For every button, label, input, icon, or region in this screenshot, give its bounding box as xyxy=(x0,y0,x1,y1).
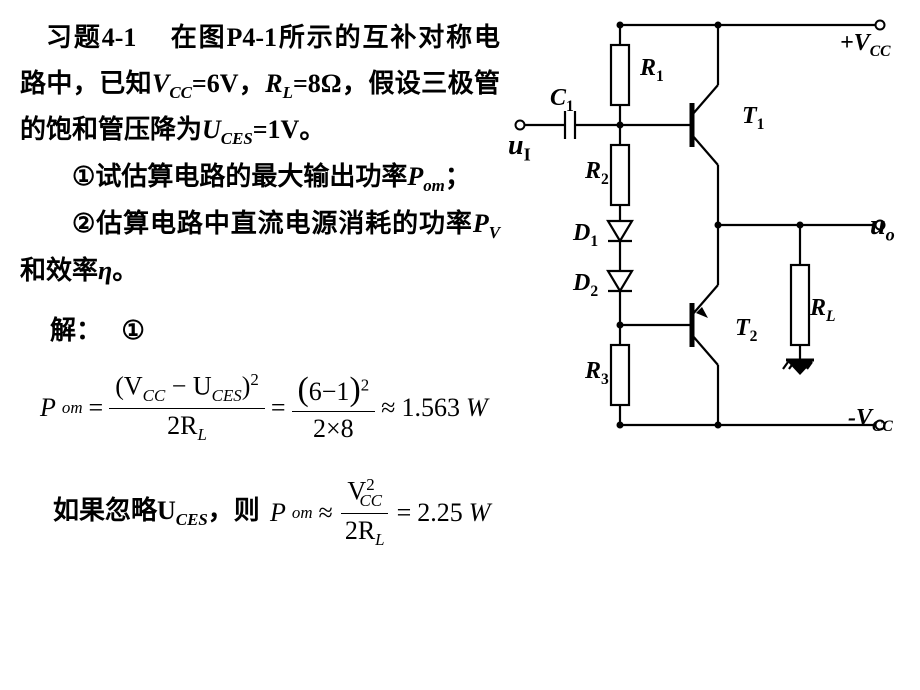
q1-number: ① xyxy=(72,154,95,200)
problem-text: 习题4-1 在图P4-1所示的互补对称电路中，已知VCC=6V，RL=8Ω，假设… xyxy=(20,15,500,293)
circuit-svg xyxy=(510,10,910,460)
fraction-1: (VCC − UCES)2 2RL xyxy=(109,370,265,445)
label-r2: R2 xyxy=(585,158,609,189)
solution-label: 解： ① xyxy=(50,310,145,347)
label-d2: D2 xyxy=(573,270,598,301)
q2-number: ② xyxy=(72,201,95,247)
problem-title: 习题4-1 xyxy=(46,23,136,52)
label-ui: uI xyxy=(508,130,531,166)
label-uo: uo xyxy=(870,210,895,246)
condition-text: 如果忽略UCES，则 xyxy=(40,490,260,530)
label-vcc-neg: -VCC xyxy=(848,405,893,436)
equation-pom-full: Pom = (VCC − UCES)2 2RL = (6−1)2 2×8 ≈ 1… xyxy=(40,370,500,445)
fraction-3: V2CC 2RL xyxy=(339,475,391,550)
label-r1: R1 xyxy=(640,55,664,86)
label-d1: D1 xyxy=(573,220,598,251)
label-vcc-pos: +VCC xyxy=(840,30,891,61)
fraction-2: (6−1)2 2×8 xyxy=(292,371,376,444)
equation-pom-approx: Pom ≈ V2CC 2RL = 2.25W xyxy=(270,475,520,550)
label-c1: C1 xyxy=(550,85,574,116)
label-t2: T2 xyxy=(735,315,757,346)
label-t1: T1 xyxy=(742,103,764,134)
label-r3: R3 xyxy=(585,358,609,389)
circuit-diagram: +VCC -VCC C1 R1 R2 D1 D2 R3 T1 T2 RL uI … xyxy=(510,10,910,460)
label-rl: RL xyxy=(810,295,836,326)
